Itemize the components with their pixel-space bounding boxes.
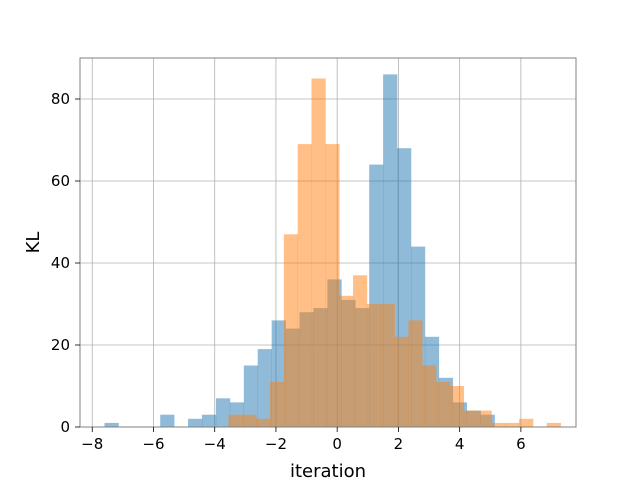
histogram-bar-series-1 [104, 422, 119, 427]
y-tick-label: 40 [51, 254, 70, 272]
histogram-bar-series-2 [422, 365, 437, 427]
histogram-bar-series-2 [463, 410, 478, 427]
x-tick-label: 6 [516, 435, 526, 453]
histogram-bar-series-2 [380, 304, 395, 427]
histogram-bar-series-1 [243, 365, 259, 427]
histogram-bar-series-2 [394, 336, 409, 427]
x-tick-label: −2 [265, 435, 287, 453]
histogram-bar-series-2 [366, 304, 382, 427]
histogram-bar-series-1 [215, 398, 231, 427]
histogram-bar-series-1 [188, 418, 203, 427]
histogram-bar-series-2 [353, 275, 368, 427]
histogram-bar-series-2 [228, 414, 243, 427]
x-tick-label: 2 [394, 435, 404, 453]
histogram-bar-series-1 [202, 414, 217, 427]
histogram-bar-series-2 [297, 144, 312, 427]
histogram-bar-series-2 [256, 418, 271, 427]
histogram-bar-series-2 [519, 418, 534, 427]
histogram-bar-series-2 [283, 234, 298, 427]
x-tick-label: −8 [81, 435, 103, 453]
histogram-bar-series-2 [477, 410, 492, 427]
y-axis-label: KL [23, 232, 44, 254]
plot-frame [79, 57, 577, 428]
histogram-bar-series-2 [325, 144, 340, 427]
histogram-bar-series-2 [270, 381, 285, 427]
histogram-bar-series-1 [160, 414, 175, 427]
histogram-bar-series-2 [546, 422, 561, 427]
histogram-bar-series-2 [449, 386, 465, 427]
histogram-bar-series-2 [505, 422, 520, 427]
x-tick-label: −6 [142, 435, 164, 453]
x-tick-label: 4 [455, 435, 465, 453]
histogram-bar-series-2 [408, 320, 423, 427]
histogram-bar-series-1 [257, 349, 272, 427]
histogram-bar-series-2 [339, 295, 354, 427]
x-tick-label: 0 [332, 435, 342, 453]
histogram-bar-series-2 [242, 414, 257, 427]
histogram-bar-series-2 [311, 78, 326, 427]
y-tick-label: 80 [51, 90, 70, 108]
histogram-bar-series-2 [491, 422, 506, 427]
x-axis-label: iteration [290, 461, 366, 480]
y-tick-label: 0 [60, 418, 70, 436]
x-tick-label: −4 [204, 435, 226, 453]
histogram-bar-series-2 [436, 381, 451, 427]
y-tick-label: 60 [51, 172, 70, 190]
y-tick-label: 20 [51, 336, 70, 354]
histogram-bars [104, 74, 561, 428]
